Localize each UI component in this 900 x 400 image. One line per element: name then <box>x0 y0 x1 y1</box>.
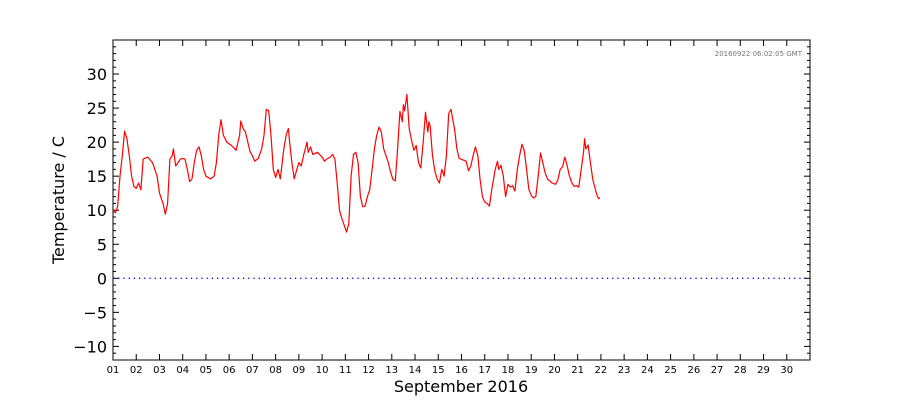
x-tick-label: 13 <box>385 365 398 376</box>
x-tick-label: 16 <box>455 365 468 376</box>
x-tick-label: 20 <box>548 365 561 376</box>
x-tick-label: 14 <box>409 365 422 376</box>
x-tick-label: 18 <box>502 365 515 376</box>
temperature-series-line <box>112 93 601 233</box>
y-tick-label: 0 <box>97 269 107 288</box>
y-tick-label: −10 <box>73 337 107 356</box>
x-tick-label: 12 <box>362 365 375 376</box>
x-tick-label: 26 <box>687 365 700 376</box>
x-tick-label: 07 <box>246 365 259 376</box>
x-axis-title: September 2016 <box>394 377 528 396</box>
x-tick-label: 08 <box>269 365 282 376</box>
x-axis: 01 02 03 04 05 06 07 08 09 10 11 12 13 14 15 16 17 18 19 20… <box>107 40 793 376</box>
x-tick-label: 25 <box>664 365 677 376</box>
x-tick-label: 04 <box>176 365 189 376</box>
y-tick-label: 10 <box>87 201 107 220</box>
timestamp-label: 20160922 06:02:05 GMT <box>715 50 803 58</box>
x-tick-label: 03 <box>153 365 166 376</box>
x-tick-label: 21 <box>571 365 584 376</box>
plot-area <box>112 39 811 361</box>
x-tick-label: 24 <box>641 365 654 376</box>
y-tick-label: 20 <box>87 133 107 152</box>
x-tick-label: 29 <box>757 365 770 376</box>
x-tick-label: 06 <box>223 365 236 376</box>
y-tick-label: 25 <box>87 99 107 118</box>
y-axis: 30 25 20 15 10 5 0 −5 −10 <box>73 39 810 361</box>
x-tick-label: 30 <box>780 365 793 376</box>
x-tick-label: 01 <box>107 365 120 376</box>
y-tick-label: −5 <box>83 303 107 322</box>
x-tick-label: 09 <box>292 365 305 376</box>
y-tick-label: 5 <box>97 235 107 254</box>
x-tick-label: 15 <box>432 365 445 376</box>
x-tick-label: 23 <box>618 365 631 376</box>
y-tick-label: 30 <box>87 65 107 84</box>
series-group <box>112 93 601 233</box>
x-tick-label: 19 <box>525 365 538 376</box>
x-tick-label: 28 <box>734 365 747 376</box>
x-tick-label: 11 <box>339 365 352 376</box>
x-tick-label: 22 <box>595 365 608 376</box>
x-tick-label: 17 <box>478 365 491 376</box>
y-axis-title: Temperature / C <box>49 136 68 265</box>
x-tick-label: 27 <box>711 365 724 376</box>
x-tick-label: 10 <box>316 365 329 376</box>
x-tick-label: 05 <box>200 365 213 376</box>
y-tick-label: 15 <box>87 167 107 186</box>
x-tick-label: 02 <box>130 365 143 376</box>
